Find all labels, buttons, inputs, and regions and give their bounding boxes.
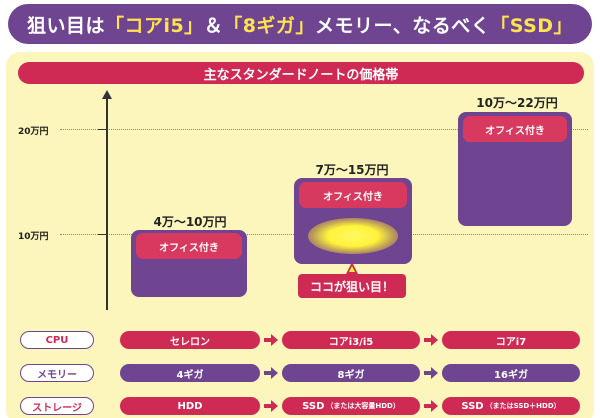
storage-value-main: HDD (177, 400, 203, 412)
highlight-glow (308, 218, 398, 254)
right-arrow-icon (264, 367, 278, 379)
row-label-memory: メモリー (20, 364, 94, 382)
memory-value: 16ギガ (442, 364, 580, 382)
y-axis-arrow (102, 90, 112, 99)
cpu-value: セレロン (120, 331, 260, 349)
tick-label-10: 10万円 (18, 232, 49, 242)
office-tag: オフィス付き (136, 233, 242, 259)
title-part: メモリー、なるべく (314, 14, 491, 37)
grid-line-20 (60, 129, 588, 130)
storage-value: HDD (120, 397, 260, 415)
storage-value-main: SSD (302, 400, 325, 412)
price-range-label: 10万～22万円 (476, 96, 558, 110)
cpu-value: コアi7 (442, 331, 580, 349)
right-arrow-icon (264, 400, 278, 412)
title-highlight-cpu: 「コアi5」 (104, 14, 204, 37)
title-highlight-memory: 「8ギガ」 (223, 14, 315, 37)
price-range-label: 4万～10万円 (153, 215, 227, 229)
callout-arrow-inner (349, 266, 355, 272)
right-arrow-icon (424, 400, 438, 412)
row-label-storage: ストレージ (20, 397, 94, 415)
title-part: 狙い目は (26, 14, 105, 37)
section-title: 主なスタンダードノートの価格帯 (18, 62, 584, 84)
storage-value-note: （またはSSD＋HDD） (485, 402, 561, 410)
tick-label-20: 20万円 (18, 127, 49, 137)
storage-value: SSD （または大容量HDD） (282, 397, 420, 415)
price-range-label: 7万～15万円 (315, 163, 389, 177)
storage-value-main: SSD (461, 400, 484, 412)
right-arrow-icon (424, 367, 438, 379)
right-arrow-icon (264, 334, 278, 346)
office-tag: オフィス付き (463, 116, 567, 142)
row-label-cpu: CPU (20, 331, 94, 349)
tick-mark-20 (98, 129, 108, 130)
memory-value: 8ギガ (282, 364, 420, 382)
page-title: 狙い目は 「コアi5」＆「8ギガ」 メモリー、なるべく 「SSD」 (8, 4, 592, 44)
storage-value-note: （または大容量HDD） (326, 402, 400, 410)
tick-mark-10 (98, 234, 108, 235)
y-axis (106, 96, 108, 310)
title-highlight-ssd: 「SSD」 (490, 14, 574, 37)
target-callout: ココが狙い目！ (298, 274, 406, 298)
title-part: ＆ (203, 14, 224, 37)
memory-value: 4ギガ (120, 364, 260, 382)
right-arrow-icon (424, 334, 438, 346)
storage-value: SSD （またはSSD＋HDD） (442, 397, 580, 415)
cpu-value: コアi3/i5 (282, 331, 420, 349)
office-tag: オフィス付き (299, 182, 407, 208)
